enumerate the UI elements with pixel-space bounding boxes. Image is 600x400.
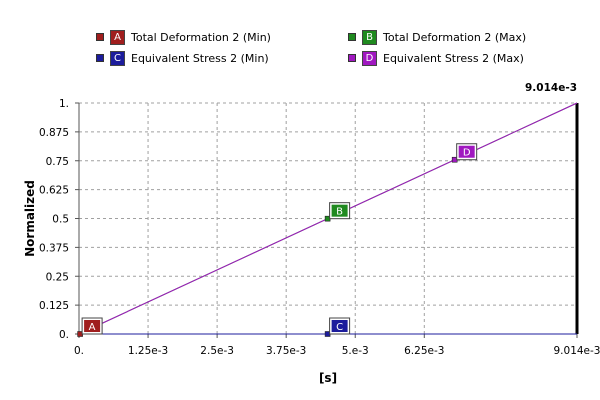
legend-label-a: Total Deformation 2 (Min): [131, 30, 271, 44]
legend-letter-d: D: [362, 50, 377, 66]
legend-swatch-d: [348, 54, 356, 62]
legend-item-b[interactable]: B Total Deformation 2 (Max): [348, 28, 526, 46]
x-tick-label-0: 0.: [74, 345, 84, 357]
legend-swatch-b: [348, 33, 356, 41]
time-cursor-label: 9.014e-3: [525, 82, 577, 94]
legend-item-c[interactable]: C Equivalent Stress 2 (Min): [96, 49, 269, 67]
y-axis-title: Normalized: [23, 180, 37, 257]
chart-legend: A Total Deformation 2 (Min) B Total Defo…: [0, 0, 600, 80]
y-tick-label-1: 0.125: [39, 300, 69, 312]
y-tick-label-4: 0.5: [52, 214, 69, 226]
y-tick-label-7: 0.875: [39, 127, 69, 139]
legend-letter-b: B: [362, 29, 377, 45]
marker-box-label-b: B: [336, 207, 343, 218]
y-tick-label-5: 0.625: [39, 185, 69, 197]
marker-box-fill-a: [84, 320, 101, 332]
tick-labels: 0. 0.125 0.25 0.375 0.5 0.625 0.75 0.875 1. 0. 1.2…: [23, 82, 600, 385]
marker-box-fill-c: [331, 320, 348, 332]
marker-box-label-c: C: [336, 322, 343, 333]
y-tick-label-0: 0.: [59, 329, 69, 341]
legend-swatch-c: [96, 54, 104, 62]
series-markers: A B C D: [77, 143, 478, 337]
marker-box-fill-b: [331, 204, 348, 217]
legend-letter-a: A: [110, 29, 125, 45]
marker-box-label-d: D: [463, 148, 471, 159]
legend-item-d[interactable]: D Equivalent Stress 2 (Max): [348, 49, 524, 67]
y-tick-label-3: 0.375: [39, 242, 69, 254]
legend-swatch-a: [96, 33, 104, 41]
x-tick-label-5: 6.25e-3: [404, 345, 444, 357]
legend-label-d: Equivalent Stress 2 (Max): [383, 51, 524, 65]
legend-item-a[interactable]: A Total Deformation 2 (Min): [96, 28, 271, 46]
legend-letter-c: C: [110, 50, 125, 66]
marker-box-fill-d: [458, 145, 475, 158]
x-tick-label-1: 1.25e-3: [128, 345, 168, 357]
x-tick-label-2: 2.5e-3: [200, 345, 234, 357]
x-tick-label-3: 3.75e-3: [266, 345, 306, 357]
x-axis-title: [s]: [319, 371, 337, 385]
y-tick-label-8: 1.: [59, 98, 69, 110]
legend-label-b: Total Deformation 2 (Max): [383, 30, 527, 44]
y-tick-label-2: 0.25: [46, 271, 69, 283]
legend-label-c: Equivalent Stress 2 (Min): [131, 51, 269, 65]
y-tick-label-6: 0.75: [46, 156, 69, 168]
x-tick-label-6: 9.014e-3: [554, 345, 600, 357]
marker-box-label-a: A: [89, 322, 96, 333]
x-tick-label-4: 5.e-3: [342, 345, 369, 357]
